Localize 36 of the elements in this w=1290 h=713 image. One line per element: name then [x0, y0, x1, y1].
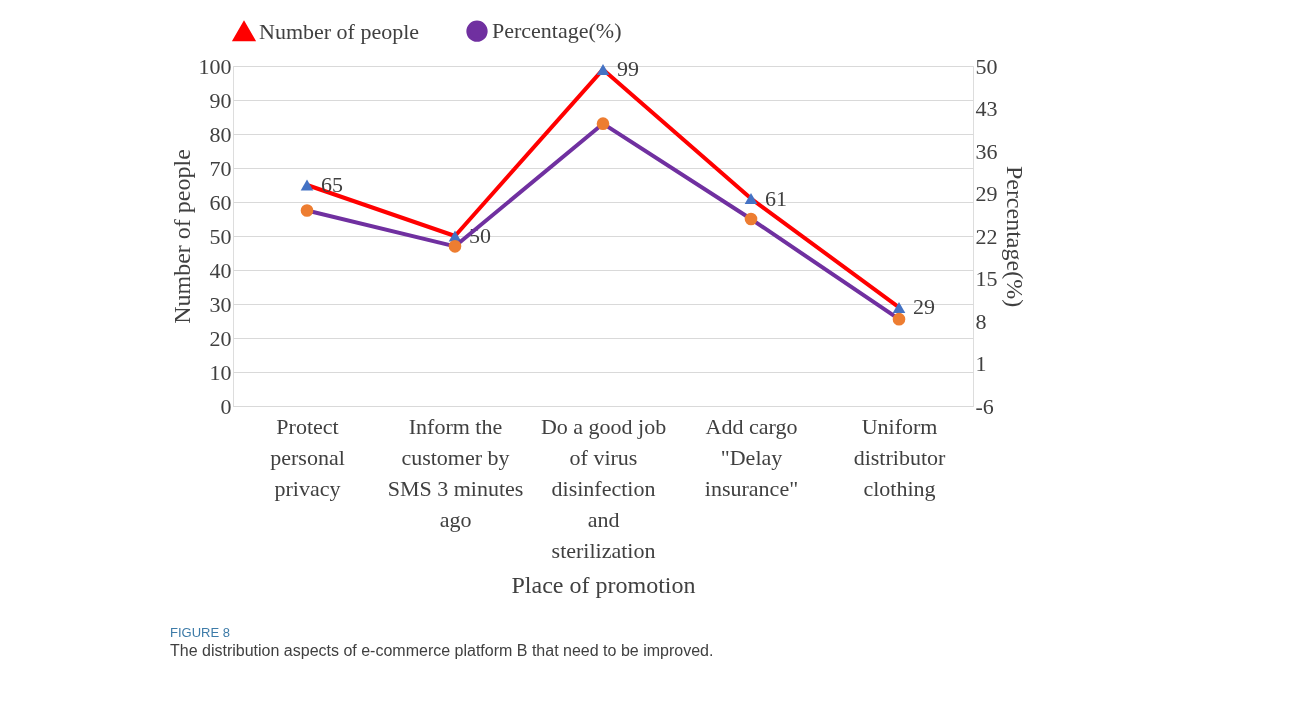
y2-axis-title: Percentage(%) [1001, 165, 1028, 308]
y2-tick-label: 29 [975, 181, 998, 206]
data-label: 65 [321, 172, 343, 197]
x-tick-label: Inform the customer by SMS 3 minutes ago [387, 413, 524, 532]
data-label: 29 [913, 294, 935, 320]
y-tick-label: 40 [209, 257, 232, 283]
y2-tick-label: 22 [975, 223, 998, 249]
y-tick-label: 70 [209, 155, 232, 181]
y-tick-label: 90 [209, 87, 232, 113]
x-axis-title: Place of promotion [511, 571, 696, 598]
data-label: 99 [617, 56, 639, 82]
y-tick-label: 80 [209, 121, 232, 147]
y2-tick-label: 15 [975, 266, 998, 291]
y-axis-title: Number of people [168, 149, 195, 324]
y-tick-label: 60 [209, 189, 232, 215]
y2-tick-label: -6 [975, 393, 994, 419]
y-tick-label: 30 [209, 291, 232, 317]
y2-tick-label: 8 [975, 308, 987, 334]
y-tick-label: 50 [209, 223, 232, 249]
y-tick-label: 100 [198, 53, 232, 79]
y-tick-label: 10 [209, 359, 232, 385]
y2-tick-label: 1 [975, 351, 987, 376]
y-tick-label: 0 [220, 393, 232, 419]
x-tick-label: Uniform distributor clothing [853, 413, 946, 501]
data-label: 61 [765, 185, 787, 211]
y-tick-label: 20 [209, 325, 232, 351]
x-tick-label: Do a good job of virus disinfection and sterilization [540, 413, 667, 563]
x-tick-label: Add cargo "Delay insurance" [704, 413, 799, 501]
legend-label: Percentage(%) [492, 18, 622, 44]
legend-label: Number of people [259, 18, 420, 44]
y2-tick-label: 36 [975, 138, 998, 164]
caption: FIGURE 8 [170, 625, 230, 640]
x-tick-label: Protect personal privacy [270, 413, 345, 501]
y2-tick-label: 43 [975, 96, 998, 121]
y2-tick-label: 50 [975, 53, 998, 79]
text: The distribution aspects of e-commerce platform B that need to be improved. [170, 642, 714, 659]
